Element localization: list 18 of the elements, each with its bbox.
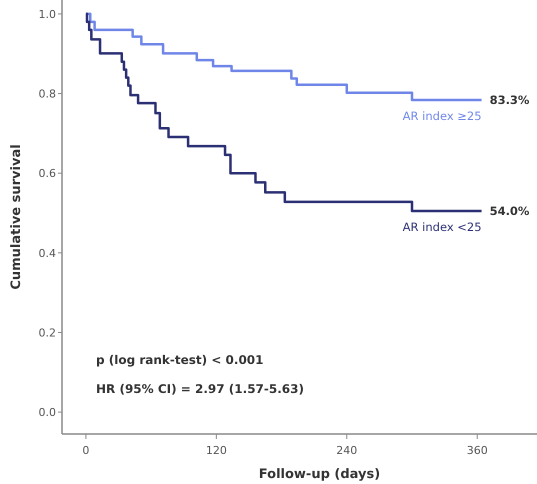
y-tick-label: 0.0 bbox=[38, 406, 56, 420]
annotation: 83.3% bbox=[490, 92, 530, 107]
y-tick-label: 0.2 bbox=[38, 326, 56, 340]
annotation: 54.0% bbox=[490, 204, 530, 218]
series-label: AR index <25 bbox=[402, 220, 482, 234]
series-label: AR index ≥25 bbox=[402, 108, 482, 123]
annotation: HR (95% CI) = 2.97 (1.57-5.63) bbox=[96, 382, 304, 396]
x-tick-label: 0 bbox=[82, 444, 90, 457]
x-tick-label: 240 bbox=[336, 444, 358, 457]
x-tick-label: 120 bbox=[206, 444, 227, 457]
x-axis-title: Follow-up (days) bbox=[258, 467, 380, 482]
y-axis-title: Cumulative survival bbox=[9, 144, 24, 290]
y-tick-label: 0.4 bbox=[38, 246, 56, 260]
x-tick-label: 360 bbox=[466, 444, 488, 457]
annotation: p (log rank-test) < 0.001 bbox=[96, 353, 264, 367]
y-tick-label: 1.0 bbox=[38, 8, 56, 21]
y-tick-label: 0.8 bbox=[38, 88, 56, 101]
y-tick-label: 0.6 bbox=[38, 167, 56, 180]
